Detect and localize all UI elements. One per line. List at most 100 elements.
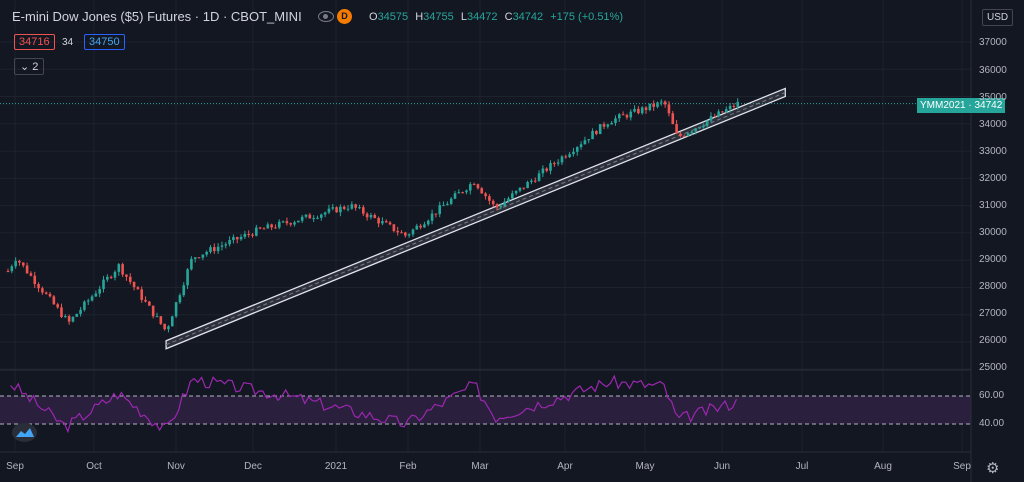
candle-body [64,316,67,318]
candle-body [392,224,396,231]
candle-body [671,113,675,125]
change-value: +175 (+0.51%) [550,11,623,23]
sell-price-button[interactable]: 34716 [14,34,55,50]
candlestick-series [6,98,740,333]
symbol-title[interactable]: E-mini Dow Jones ($5) Futures · 1D · CBO… [12,9,302,24]
candle-body [446,203,449,206]
candle-body [617,114,621,119]
eye-icon[interactable] [318,11,334,22]
candle-body [148,301,151,306]
candle-body [434,213,438,215]
candle-body [640,107,644,114]
time-label: Feb [399,461,417,472]
candle-body [530,180,533,183]
candle-body [476,184,480,189]
candle-body [186,269,189,286]
candle-body [453,193,457,199]
candle-body [163,323,166,330]
candle-body [396,230,399,233]
candle-body [125,274,128,277]
candle-body [44,292,48,294]
candle-body [449,198,453,204]
time-label: Oct [86,461,102,472]
candle-body [575,147,579,152]
candle-body [281,221,285,223]
currency-button[interactable]: USD [982,9,1014,26]
candle-body [461,192,464,194]
delayed-data-badge[interactable]: D [337,9,352,24]
candle-body [564,156,568,158]
candle-body [121,264,124,275]
indicators-collapse-button[interactable]: ⌄ 2 [14,58,45,75]
spread-value: 34 [62,37,74,48]
candle-body [621,114,625,116]
candle-body [128,276,132,282]
candle-body [472,184,476,186]
candle-body [213,247,216,252]
close-label: C [504,11,513,23]
candle-body [174,302,178,317]
chart-grid [0,0,971,452]
low-value: 34472 [466,11,498,23]
candle-body [465,190,468,193]
candle-body [556,162,560,164]
candle-body [388,222,392,225]
gear-icon[interactable]: ⚙ [986,460,1000,477]
candle-body [411,229,415,235]
candle-body [442,205,445,207]
candle-body [346,208,350,210]
candle-body [159,316,163,324]
candle-body [312,218,315,220]
candle-body [297,220,300,223]
candle-body [503,201,506,206]
candle-body [602,124,606,127]
candle-body [350,204,354,209]
candle-body [209,247,212,252]
candle-body [52,296,56,305]
candle-body [255,227,258,236]
candle-body [625,114,629,118]
candle-body [14,260,17,267]
candle-body [285,221,289,224]
price-label: 35000 [979,92,1007,103]
ohlc-values: O34575 H34755 L34472 C34742 +175 (+0.51%… [369,11,627,23]
time-label: 2021 [324,461,348,472]
candle-body [698,127,701,129]
rsi-band [0,396,971,424]
candle-body [583,140,587,145]
price-label: 28000 [979,281,1007,292]
candle-body [10,266,14,272]
candle-body [430,213,434,221]
candle-body [342,206,346,209]
candle-body [549,163,552,171]
price-label: 29000 [979,254,1007,265]
candle-body [705,120,709,126]
candle-body [190,258,193,270]
candle-body [724,109,728,113]
candle-body [560,156,564,163]
low-label: L [460,11,467,23]
candle-body [682,135,686,137]
time-label: Sep [953,461,971,472]
tradingview-logo-icon[interactable] [12,423,37,442]
trend-channel[interactable] [165,87,786,350]
price-label: 31000 [979,200,1007,211]
candle-body [262,228,266,230]
candle-body [488,196,491,201]
rsi-label: 40.00 [979,418,1005,429]
candle-body [598,124,602,135]
candle-body [656,102,659,107]
close-value: 34742 [512,11,544,23]
time-label: Apr [557,461,573,472]
candle-body [511,193,514,199]
candle-body [21,262,25,266]
candle-body [293,222,296,225]
candle-body [25,265,29,274]
time-label: Nov [167,461,185,472]
candle-body [113,271,117,278]
candle-body [29,273,33,276]
candle-body [308,214,312,219]
candle-body [545,168,548,171]
buy-price-button[interactable]: 34750 [84,34,125,50]
